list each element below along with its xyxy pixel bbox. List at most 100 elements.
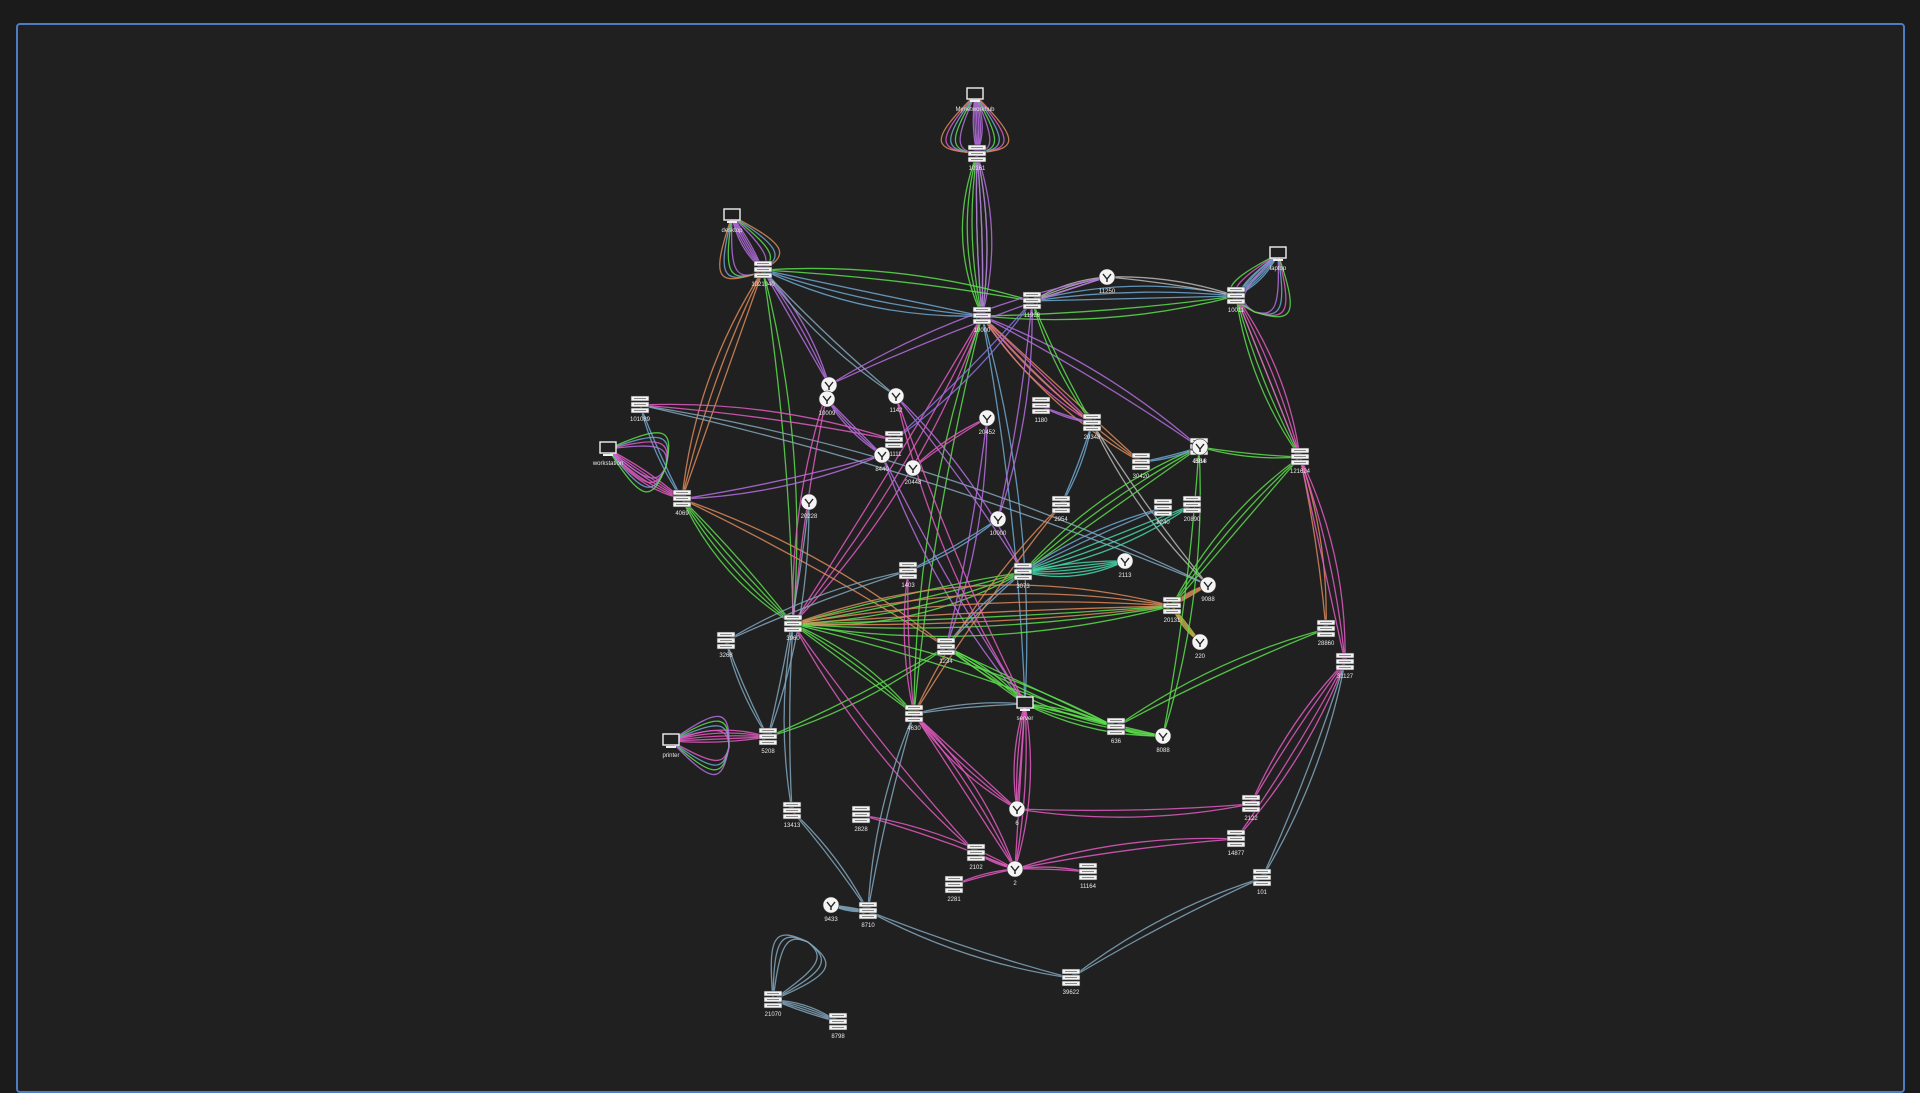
cloud-node[interactable]: 9088 bbox=[1199, 576, 1217, 603]
edge-n26-n32[interactable] bbox=[1171, 456, 1301, 607]
edge-n42-n43[interactable] bbox=[670, 734, 769, 743]
loop-edge-n5[interactable] bbox=[1229, 253, 1291, 318]
edge-n36-n46[interactable] bbox=[792, 623, 1117, 728]
edge-n51-n50[interactable] bbox=[1016, 803, 1252, 813]
edge-n44-n50[interactable] bbox=[913, 713, 1018, 810]
edge-n8-n22[interactable] bbox=[1031, 300, 1093, 424]
edge-n4-n8[interactable] bbox=[762, 267, 1033, 303]
edge-n4-n7[interactable] bbox=[762, 269, 983, 319]
router-node[interactable]: 10161 bbox=[967, 144, 987, 172]
graph-canvas-panel[interactable] bbox=[16, 23, 1905, 1093]
router-node[interactable]: 11164 bbox=[1078, 862, 1098, 890]
edge-n6-n26[interactable] bbox=[1235, 295, 1301, 458]
edge-n29-n33[interactable] bbox=[1022, 504, 1193, 574]
edge-n41-n57[interactable] bbox=[1261, 661, 1346, 879]
edge-n9-n6[interactable] bbox=[1106, 276, 1237, 298]
router-node[interactable]: 39622 bbox=[1061, 968, 1081, 996]
edge-n2-n7[interactable] bbox=[976, 153, 988, 317]
router-node[interactable]: 1180 bbox=[1031, 396, 1051, 424]
router-node[interactable]: 2281 bbox=[944, 875, 964, 903]
router-node[interactable]: 14877 bbox=[1226, 829, 1246, 857]
edge-n57-n60[interactable] bbox=[1070, 877, 1263, 979]
loop-edge-n42[interactable] bbox=[670, 715, 730, 776]
edge-n40-n46[interactable] bbox=[1115, 628, 1327, 728]
edge-n4-n12[interactable] bbox=[680, 269, 764, 500]
edge-n22-n35[interactable] bbox=[1091, 422, 1209, 586]
router-node[interactable]: 31127 bbox=[1335, 652, 1355, 680]
edge-n33-n34[interactable] bbox=[1022, 559, 1126, 573]
edge-n18-n45[interactable] bbox=[881, 454, 1026, 705]
edge-n2-n7[interactable] bbox=[961, 153, 983, 317]
router-node[interactable]: 2122 bbox=[1241, 794, 1261, 822]
edge-n37-n31[interactable] bbox=[725, 568, 909, 642]
edge-n26-n25[interactable] bbox=[1199, 444, 1301, 458]
monitor-node[interactable]: laptop bbox=[1269, 246, 1287, 272]
edge-n12-n36[interactable] bbox=[681, 498, 794, 625]
monitor-node[interactable]: server bbox=[1016, 696, 1034, 722]
edge-n36-n44[interactable] bbox=[792, 623, 915, 715]
edge-n6-n26[interactable] bbox=[1235, 295, 1301, 458]
edge-n4-n14[interactable] bbox=[762, 269, 897, 397]
router-node[interactable]: 3960 bbox=[783, 614, 803, 642]
edge-n42-n43[interactable] bbox=[670, 733, 769, 742]
router-node[interactable]: 8798 bbox=[828, 1012, 848, 1040]
edge-n36-n46[interactable] bbox=[792, 623, 1117, 728]
router-node[interactable]: 1403 bbox=[898, 561, 918, 589]
router-node[interactable]: 2954 bbox=[1051, 495, 1071, 523]
edge-n25-n33[interactable] bbox=[1022, 446, 1201, 573]
edge-n43-n38[interactable] bbox=[767, 646, 947, 738]
edge-n4-n12[interactable] bbox=[679, 269, 764, 500]
edge-n6-n8[interactable] bbox=[1031, 291, 1237, 304]
edge-n26-n40[interactable] bbox=[1299, 456, 1329, 630]
edge-n45-n50[interactable] bbox=[1013, 703, 1026, 810]
edge-n28-n33[interactable] bbox=[1022, 507, 1164, 573]
edge-n13-n9[interactable] bbox=[828, 274, 1108, 386]
edge-n26-n41[interactable] bbox=[1299, 456, 1347, 663]
edge-n12-n36[interactable] bbox=[681, 498, 794, 625]
edge-n18-n45[interactable] bbox=[881, 454, 1026, 705]
edge-n4-n13[interactable] bbox=[762, 269, 830, 386]
loop-edge-n11[interactable] bbox=[607, 432, 670, 493]
cloud-node[interactable]: 6 bbox=[1008, 800, 1026, 827]
edge-n36-n32[interactable] bbox=[792, 604, 1173, 637]
cloud-node[interactable]: 2018 bbox=[1191, 438, 1209, 465]
edge-n44-n59[interactable] bbox=[865, 713, 915, 912]
router-node[interactable]: 20131 bbox=[1162, 596, 1182, 624]
edge-n4-n7[interactable] bbox=[762, 269, 983, 320]
edge-n6-n26[interactable] bbox=[1235, 295, 1303, 458]
router-node[interactable]: 4069 bbox=[672, 489, 692, 517]
router-node[interactable]: 28860 bbox=[1316, 619, 1336, 647]
monitor-node[interactable]: workstation bbox=[592, 441, 623, 467]
edge-n25-n33[interactable] bbox=[1022, 446, 1201, 573]
edge-n36-n44[interactable] bbox=[792, 623, 915, 715]
edge-n36-n32[interactable] bbox=[792, 603, 1173, 626]
edge-n14-n33[interactable] bbox=[895, 395, 1024, 573]
router-node[interactable]: 11926 bbox=[1022, 291, 1042, 319]
loop-edge-n61[interactable] bbox=[770, 934, 827, 1001]
edge-n44-n50[interactable] bbox=[913, 713, 1018, 810]
cloud-node[interactable]: 2 bbox=[1006, 860, 1024, 887]
edge-n4-n14[interactable] bbox=[762, 269, 897, 397]
edge-n44-n55[interactable] bbox=[913, 713, 1016, 870]
edge-n27-n44[interactable] bbox=[913, 504, 1062, 715]
edge-n30-n31[interactable] bbox=[907, 518, 999, 573]
edge-n2-n7[interactable] bbox=[976, 153, 993, 317]
edge-n25-n33[interactable] bbox=[1022, 446, 1201, 573]
edge-n12-n36[interactable] bbox=[681, 498, 794, 625]
router-node[interactable]: 20890 bbox=[1182, 495, 1202, 523]
edge-n43-n37[interactable] bbox=[724, 640, 769, 738]
edge-n57-n60[interactable] bbox=[1070, 877, 1263, 979]
edge-n36-n48[interactable] bbox=[783, 623, 795, 812]
router-node[interactable]: 3268 bbox=[716, 631, 736, 659]
edge-n12-n36[interactable] bbox=[681, 498, 794, 625]
edge-n33-n34[interactable] bbox=[1022, 559, 1126, 575]
edge-n2-n7[interactable] bbox=[976, 153, 986, 317]
edge-n9-n6[interactable] bbox=[1106, 276, 1237, 298]
cloud-node[interactable]: 20452 bbox=[979, 409, 996, 436]
edge-n43-n37[interactable] bbox=[724, 640, 769, 738]
edge-n13-n9[interactable] bbox=[828, 275, 1108, 386]
edge-n44-n55[interactable] bbox=[913, 713, 1017, 870]
edge-n14-n45[interactable] bbox=[895, 395, 1026, 705]
edge-n61-n62[interactable] bbox=[772, 999, 839, 1024]
